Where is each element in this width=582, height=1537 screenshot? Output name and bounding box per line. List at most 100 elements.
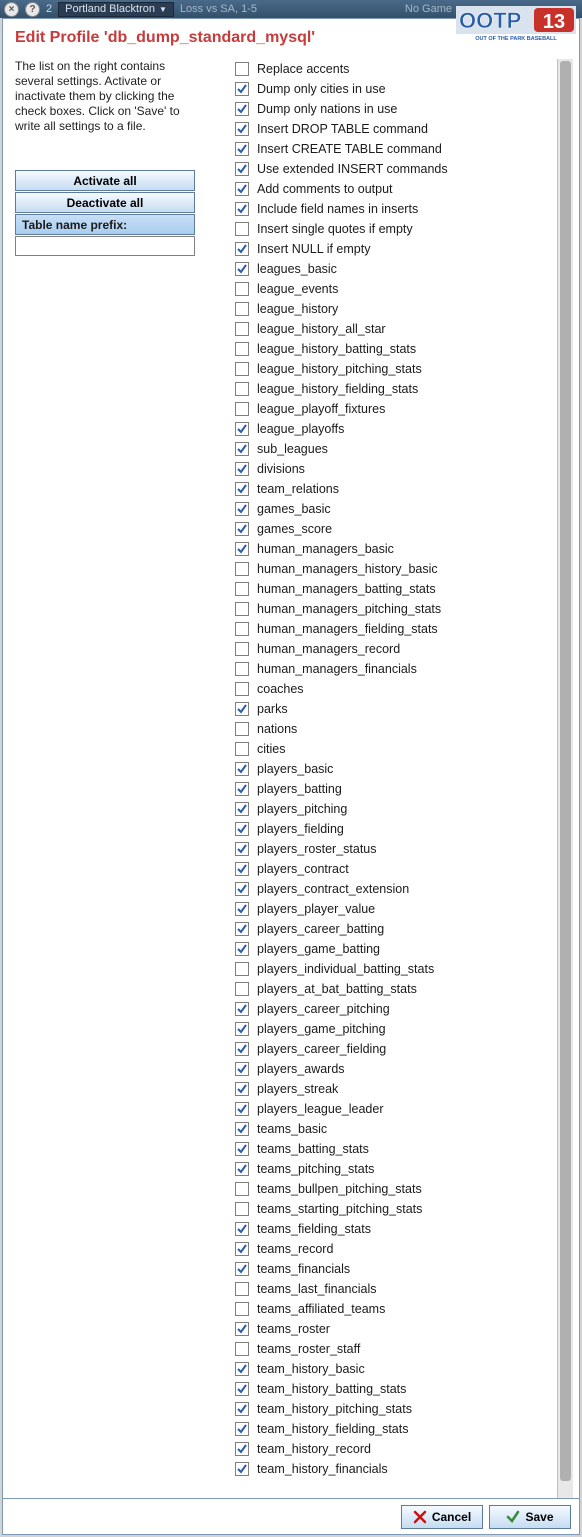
setting-checkbox[interactable] — [235, 822, 249, 836]
setting-checkbox[interactable] — [235, 1062, 249, 1076]
setting-checkbox[interactable] — [235, 102, 249, 116]
setting-checkbox[interactable] — [235, 682, 249, 696]
setting-checkbox[interactable] — [235, 622, 249, 636]
setting-checkbox[interactable] — [235, 1002, 249, 1016]
setting-checkbox[interactable] — [235, 662, 249, 676]
prefix-input[interactable] — [15, 236, 195, 256]
setting-row: Insert NULL if empty — [235, 239, 557, 259]
setting-checkbox[interactable] — [235, 302, 249, 316]
setting-checkbox[interactable] — [235, 1222, 249, 1236]
setting-checkbox[interactable] — [235, 522, 249, 536]
setting-checkbox[interactable] — [235, 1242, 249, 1256]
setting-checkbox[interactable] — [235, 742, 249, 756]
setting-checkbox[interactable] — [235, 982, 249, 996]
setting-row: Include field names in inserts — [235, 199, 557, 219]
setting-checkbox[interactable] — [235, 162, 249, 176]
setting-checkbox[interactable] — [235, 602, 249, 616]
setting-checkbox[interactable] — [235, 402, 249, 416]
cancel-button[interactable]: Cancel — [401, 1505, 483, 1529]
setting-checkbox[interactable] — [235, 122, 249, 136]
setting-row: players_batting — [235, 779, 557, 799]
setting-label: human_managers_pitching_stats — [257, 602, 441, 616]
setting-checkbox[interactable] — [235, 942, 249, 956]
setting-label: teams_roster_staff — [257, 1342, 360, 1356]
setting-checkbox[interactable] — [235, 1462, 249, 1476]
setting-checkbox[interactable] — [235, 482, 249, 496]
setting-checkbox[interactable] — [235, 1302, 249, 1316]
setting-checkbox[interactable] — [235, 762, 249, 776]
setting-checkbox[interactable] — [235, 1442, 249, 1456]
setting-checkbox[interactable] — [235, 1382, 249, 1396]
setting-checkbox[interactable] — [235, 1282, 249, 1296]
setting-label: players_pitching — [257, 802, 347, 816]
setting-checkbox[interactable] — [235, 1162, 249, 1176]
setting-checkbox[interactable] — [235, 962, 249, 976]
help-icon[interactable]: ? — [25, 2, 40, 17]
setting-checkbox[interactable] — [235, 1342, 249, 1356]
setting-checkbox[interactable] — [235, 1202, 249, 1216]
setting-checkbox[interactable] — [235, 722, 249, 736]
setting-checkbox[interactable] — [235, 582, 249, 596]
setting-checkbox[interactable] — [235, 362, 249, 376]
setting-checkbox[interactable] — [235, 242, 249, 256]
setting-checkbox[interactable] — [235, 862, 249, 876]
close-icon[interactable]: × — [4, 2, 19, 17]
setting-checkbox[interactable] — [235, 1322, 249, 1336]
setting-checkbox[interactable] — [235, 62, 249, 76]
setting-checkbox[interactable] — [235, 262, 249, 276]
no-game-label: No Game — [405, 3, 452, 15]
setting-checkbox[interactable] — [235, 1402, 249, 1416]
team-dropdown[interactable]: Portland Blacktron ▼ — [58, 2, 174, 17]
setting-row: league_history_fielding_stats — [235, 379, 557, 399]
setting-checkbox[interactable] — [235, 802, 249, 816]
setting-label: players_league_leader — [257, 1102, 383, 1116]
setting-row: players_contract_extension — [235, 879, 557, 899]
setting-checkbox[interactable] — [235, 382, 249, 396]
setting-checkbox[interactable] — [235, 442, 249, 456]
setting-checkbox[interactable] — [235, 342, 249, 356]
setting-checkbox[interactable] — [235, 1042, 249, 1056]
setting-row: players_fielding — [235, 819, 557, 839]
setting-checkbox[interactable] — [235, 842, 249, 856]
deactivate-all-button[interactable]: Deactivate all — [15, 192, 195, 213]
setting-checkbox[interactable] — [235, 1102, 249, 1116]
setting-checkbox[interactable] — [235, 322, 249, 336]
setting-checkbox[interactable] — [235, 422, 249, 436]
setting-checkbox[interactable] — [235, 222, 249, 236]
setting-checkbox[interactable] — [235, 922, 249, 936]
setting-checkbox[interactable] — [235, 82, 249, 96]
setting-checkbox[interactable] — [235, 1182, 249, 1196]
setting-checkbox[interactable] — [235, 1262, 249, 1276]
setting-label: sub_leagues — [257, 442, 328, 456]
setting-checkbox[interactable] — [235, 702, 249, 716]
setting-checkbox[interactable] — [235, 202, 249, 216]
setting-checkbox[interactable] — [235, 542, 249, 556]
setting-checkbox[interactable] — [235, 782, 249, 796]
setting-checkbox[interactable] — [235, 1022, 249, 1036]
scrollbar[interactable] — [557, 59, 573, 1498]
setting-label: teams_pitching_stats — [257, 1162, 374, 1176]
save-button[interactable]: Save — [489, 1505, 571, 1529]
setting-checkbox[interactable] — [235, 882, 249, 896]
scrollbar-thumb[interactable] — [560, 61, 571, 1481]
setting-label: teams_fielding_stats — [257, 1222, 371, 1236]
setting-checkbox[interactable] — [235, 1082, 249, 1096]
activate-all-button[interactable]: Activate all — [15, 170, 195, 191]
setting-checkbox[interactable] — [235, 462, 249, 476]
setting-checkbox[interactable] — [235, 1362, 249, 1376]
setting-checkbox[interactable] — [235, 562, 249, 576]
edit-profile-window: Edit Profile 'db_dump_standard_mysql' Th… — [2, 18, 580, 1535]
setting-checkbox[interactable] — [235, 902, 249, 916]
ootp-logo: OOTP 13 OUT OF THE PARK BASEBALL — [456, 6, 576, 42]
setting-checkbox[interactable] — [235, 282, 249, 296]
setting-checkbox[interactable] — [235, 1422, 249, 1436]
setting-checkbox[interactable] — [235, 1142, 249, 1156]
setting-row: Insert CREATE TABLE command — [235, 139, 557, 159]
setting-checkbox[interactable] — [235, 642, 249, 656]
setting-checkbox[interactable] — [235, 142, 249, 156]
setting-label: human_managers_batting_stats — [257, 582, 436, 596]
setting-checkbox[interactable] — [235, 502, 249, 516]
setting-checkbox[interactable] — [235, 1122, 249, 1136]
setting-row: games_basic — [235, 499, 557, 519]
setting-checkbox[interactable] — [235, 182, 249, 196]
